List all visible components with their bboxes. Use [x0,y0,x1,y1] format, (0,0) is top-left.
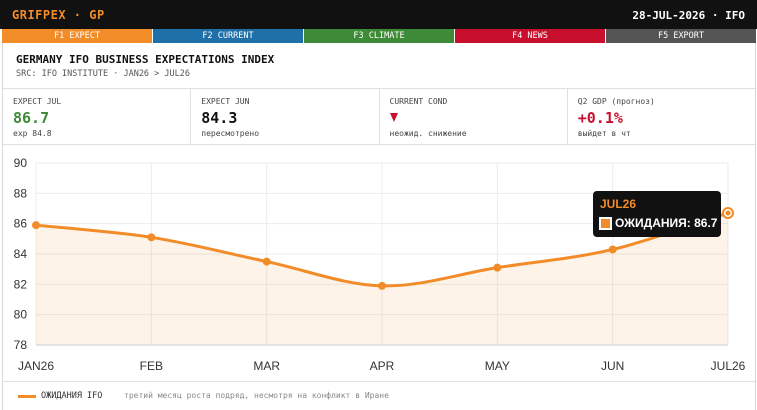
kpi-value: 86.7 [13,109,50,127]
kpi-row: EXPECT JUL 86.7 exp 84.8 EXPECT JUN 84.3… [3,89,755,145]
x-tick-label: JAN26 [18,359,54,373]
panel-title: GERMANY IFO BUSINESS EXPECTATIONS INDEX [16,53,275,66]
function-key-bar: F1 EXPECT F2 CURRENT F3 CLIMATE F4 NEWS … [2,29,756,43]
kpi-sub: неожид. снижение [389,129,467,138]
source-line: SRC: IFO INSTITUTE · JAN26 > JUL26 [16,69,190,79]
kpi-expect-jul: EXPECT JUL 86.7 exp 84.8 [3,89,192,144]
data-point [32,221,40,230]
kpi-label: CURRENT COND [389,97,448,106]
x-tick-label: MAY [485,359,510,373]
kpi-current-cond: CURRENT COND неожид. снижение [380,89,568,144]
date-label: 28-JUL-2026 · IFO [632,9,745,22]
series-area [36,213,728,345]
y-tick-label: 80 [14,308,28,322]
kpi-label: EXPECT JUL [13,97,62,106]
x-tick-label: JUL26 [711,359,746,373]
fkey-news[interactable]: F4 NEWS [455,29,606,43]
data-point [378,281,386,290]
fkey-current[interactable]: F2 CURRENT [153,29,304,43]
tooltip-swatch [599,217,612,230]
data-point [608,245,617,254]
chart-footer: ОЖИДАНИЯ IFO третий месяц роста подряд, … [3,381,755,410]
line-chart: 78 80 82 84 86 88 90 JAN26 FEB MAR APR MAY JUN JUL26 [3,145,755,381]
y-tick-label: 90 [14,156,28,170]
data-point [493,263,502,272]
y-tick-label: 82 [14,277,28,291]
legend-line-icon [18,395,36,398]
chart-tooltip: JUL26 ОЖИДАНИЯ: 86.7 [593,191,721,237]
tooltip-value: ОЖИДАНИЯ: 86.7 [615,216,718,230]
kpi-value: 84.3 [201,109,238,127]
kpi-value: +0.1% [577,109,623,127]
title-bar: GRIFPEX · GP 28-JUL-2026 · IFO [0,0,757,29]
legend-series-label: ОЖИДАНИЯ IFO [41,391,103,401]
y-tick-label: 86 [14,217,28,231]
data-point [147,233,156,242]
fkey-expect[interactable]: F1 EXPECT [2,29,153,43]
fkey-export[interactable]: F5 EXPORT [606,29,756,43]
x-tick-label: JUN [601,359,624,373]
panel-header: GERMANY IFO BUSINESS EXPECTATIONS INDEX … [3,43,755,89]
down-arrow-icon [389,113,398,122]
kpi-sub: выйдет в чт [577,129,631,138]
y-tick-label: 88 [14,186,28,200]
footer-note: третий месяц роста подряд, несмотря на к… [124,391,389,400]
kpi-sub: пересмотрено [201,129,260,138]
kpi-label: EXPECT JUN [201,97,250,106]
kpi-q2-gdp: Q2 GDP (прогноз) +0.1% выйдет в чт [568,89,755,144]
tooltip-date: JUL26 [600,197,637,211]
ticker-label: GRIFPEX · GP [12,8,105,22]
y-tick-label: 78 [14,338,28,352]
data-point [262,257,271,266]
x-tick-label: APR [370,359,395,373]
fkey-climate[interactable]: F3 CLIMATE [304,29,455,43]
chart-svg: 78 80 82 84 86 88 90 JAN26 FEB MAR APR MAY JUN JUL26 [14,156,746,373]
panel-frame [2,43,756,410]
y-tick-label: 84 [14,247,28,261]
x-tick-label: FEB [140,359,163,373]
kpi-label: Q2 GDP (прогноз) [577,97,655,106]
x-tick-label: MAR [253,359,280,373]
kpi-sub: exp 84.8 [13,129,52,138]
kpi-expect-jun: EXPECT JUN 84.3 пересмотрено [191,89,380,144]
data-point [725,210,731,216]
